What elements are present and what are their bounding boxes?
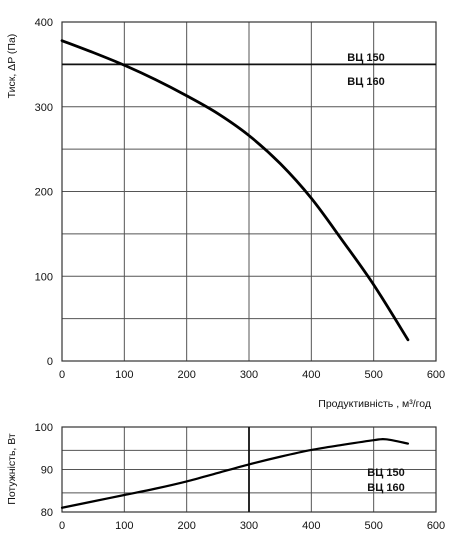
- power-x-tick-label: 100: [115, 520, 133, 532]
- power-chart: 0 100 200 300 400 500 600 80 90 100 ВЦ 150 ВЦ 160…: [6, 422, 445, 532]
- pressure-y-tick-label: 300: [35, 102, 53, 114]
- pressure-y-tick-label: 0: [47, 356, 53, 368]
- pressure-x-tick-label: 300: [240, 369, 258, 381]
- pressure-y-tick-label: 400: [35, 17, 53, 29]
- pressure-series-labels: ВЦ 150 ВЦ 160: [347, 52, 384, 88]
- pressure-chart: 0 100 200 300 400 500 600 0 100 200 300 400 ВЦ 150…: [6, 17, 445, 410]
- pressure-y-tick-labels: 0 100 200 300 400: [35, 17, 53, 368]
- pressure-y-tick-label: 200: [35, 187, 53, 199]
- pressure-x-tick-label: 500: [364, 369, 382, 381]
- pressure-x-tick-label: 600: [427, 369, 445, 381]
- pressure-x-tick-label: 100: [115, 369, 133, 381]
- pressure-series-line: [60, 39, 410, 342]
- pressure-x-tick-label: 200: [177, 369, 195, 381]
- power-curve: [60, 437, 410, 509]
- power-y-tick-label: 100: [35, 422, 53, 434]
- power-y-tick-labels: 80 90 100: [35, 422, 53, 519]
- power-x-tick-labels: 0 100 200 300 400 500 600: [59, 520, 445, 532]
- power-x-tick-label: 200: [177, 520, 195, 532]
- power-series-label: ВЦ 160: [367, 482, 404, 494]
- pressure-grid: [61, 21, 437, 362]
- pressure-plot-frame: [61, 21, 437, 362]
- power-y-tick-label: 90: [41, 465, 53, 477]
- pressure-y-axis-label: Тиск, ΔP (Па): [6, 34, 18, 99]
- power-series-labels: ВЦ 150 ВЦ 160: [367, 467, 404, 494]
- pressure-x-tick-label: 400: [302, 369, 320, 381]
- power-x-tick-label: 0: [59, 520, 65, 532]
- power-x-tick-label: 600: [427, 520, 445, 532]
- pressure-series-label: ВЦ 160: [347, 76, 384, 88]
- power-y-axis-label: Потужність, Вт: [6, 433, 18, 505]
- pressure-x-tick-labels: 0 100 200 300 400 500 600: [59, 369, 445, 381]
- power-series-line: [60, 437, 410, 509]
- power-x-tick-label: 500: [364, 520, 382, 532]
- pressure-series-label: ВЦ 150: [347, 52, 384, 64]
- power-x-tick-label: 400: [302, 520, 320, 532]
- power-series-label: ВЦ 150: [367, 467, 404, 479]
- power-x-tick-label: 300: [240, 520, 258, 532]
- pressure-curve: [60, 39, 410, 342]
- power-y-tick-label: 80: [41, 507, 53, 519]
- pressure-x-axis-label: Продуктивність , м³/год: [318, 398, 431, 410]
- pressure-x-tick-label: 0: [59, 369, 65, 381]
- pressure-y-tick-label: 100: [35, 271, 53, 283]
